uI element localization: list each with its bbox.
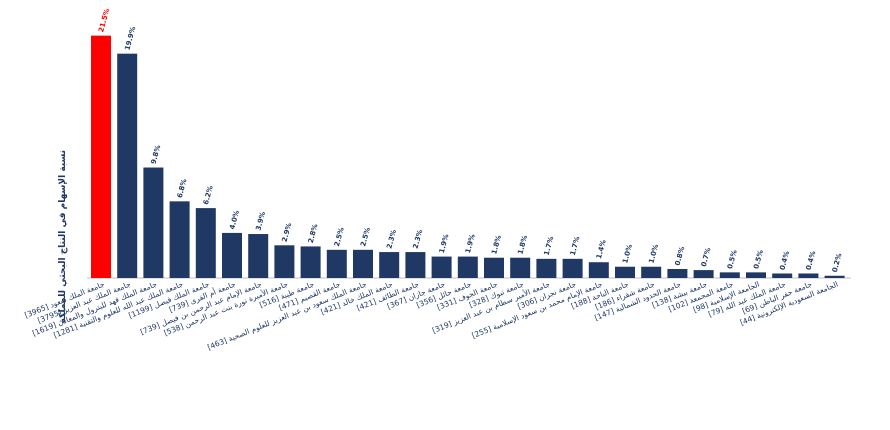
data-label: 2.5% — [333, 227, 346, 248]
data-label: 1.9% — [438, 233, 451, 254]
bar — [300, 246, 321, 278]
bar — [326, 249, 347, 278]
data-label: 2.3% — [412, 229, 425, 250]
data-label: 1.8% — [490, 234, 503, 255]
bar — [143, 167, 164, 278]
bar — [169, 201, 190, 278]
bar — [719, 272, 740, 278]
data-label: 1.9% — [464, 233, 477, 254]
data-label: 0.2% — [831, 252, 844, 273]
data-label: 0.5% — [752, 249, 765, 270]
data-label: 1.7% — [569, 236, 582, 257]
bar — [562, 258, 583, 278]
bar — [274, 245, 295, 278]
bar — [457, 256, 478, 278]
bar — [431, 256, 452, 278]
bar — [693, 270, 714, 278]
data-label: 2.5% — [359, 227, 372, 248]
data-label: 0.8% — [674, 246, 687, 267]
bar — [248, 234, 269, 278]
data-label: 2.8% — [307, 223, 320, 244]
data-label: 6.2% — [202, 185, 215, 206]
bar — [484, 257, 504, 278]
data-label: 0.7% — [700, 247, 713, 268]
data-label: 6.8% — [176, 178, 189, 199]
bar — [353, 249, 373, 278]
data-label: 4.0% — [228, 210, 241, 231]
bar — [222, 232, 242, 278]
bar — [615, 266, 635, 278]
bar — [117, 53, 138, 278]
bar — [195, 208, 216, 278]
data-label: 2.9% — [281, 222, 294, 243]
data-label: 0.4% — [805, 250, 818, 271]
data-label: 1.7% — [543, 236, 556, 257]
data-label: 1.8% — [516, 234, 529, 255]
bar — [824, 275, 845, 278]
data-label: 3.9% — [254, 211, 267, 232]
data-label: 0.5% — [726, 249, 739, 270]
bar — [536, 258, 557, 278]
data-label: 1.0% — [621, 243, 634, 264]
data-label: 0.4% — [778, 250, 791, 271]
bar — [772, 273, 793, 278]
bar — [379, 252, 400, 278]
data-label: 19.9% — [123, 26, 137, 52]
data-label: 9.8% — [150, 144, 163, 165]
bar — [746, 272, 766, 278]
data-label: 1.4% — [595, 239, 608, 260]
data-label: 21.5% — [97, 8, 111, 34]
bar — [405, 252, 426, 278]
bar — [798, 273, 819, 278]
bar — [588, 262, 609, 278]
data-label: 2.3% — [385, 229, 398, 250]
bar — [91, 35, 111, 278]
bar — [510, 257, 531, 278]
bar — [641, 266, 662, 278]
data-label: 1.0% — [647, 243, 660, 264]
bar — [667, 268, 688, 278]
